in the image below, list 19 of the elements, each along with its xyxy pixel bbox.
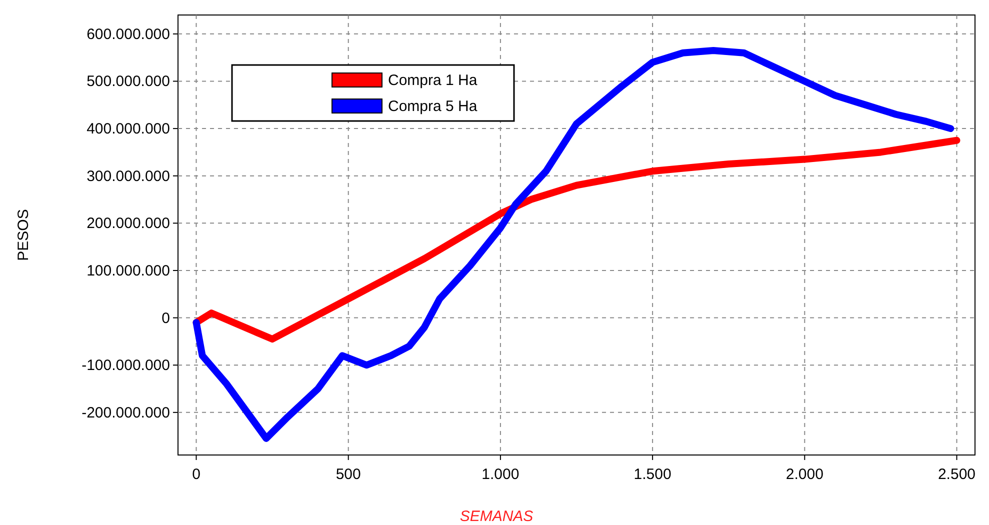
y-tick-label: 100.000.000: [86, 262, 170, 280]
y-axis-title: PESOS: [15, 209, 32, 261]
y-tick-label: 300.000.000: [86, 168, 170, 185]
x-tick-label: 1.500: [634, 466, 672, 483]
x-tick-label: 2.000: [786, 466, 824, 483]
y-tick-label: 400.000.000: [86, 120, 170, 138]
x-axis-title: SEMANAS: [460, 508, 534, 525]
x-tick-label: 500: [336, 466, 361, 483]
y-tick-label: 200.000.000: [86, 215, 170, 232]
y-tick-label: -100.000.000: [82, 357, 170, 374]
x-tick-label: 2.500: [938, 466, 976, 483]
y-tick-label: -200.000.000: [82, 404, 170, 422]
x-tick-label: 1.000: [482, 466, 520, 483]
legend-label: Compra 1 Ha: [388, 72, 478, 89]
legend-label: Compra 5 Ha: [388, 98, 478, 115]
y-tick-label: 500.000.000: [86, 73, 170, 90]
y-tick-label: 0: [162, 310, 170, 327]
x-tick-label: 0: [192, 466, 200, 483]
y-tick-label: 600.000.000: [86, 26, 170, 43]
